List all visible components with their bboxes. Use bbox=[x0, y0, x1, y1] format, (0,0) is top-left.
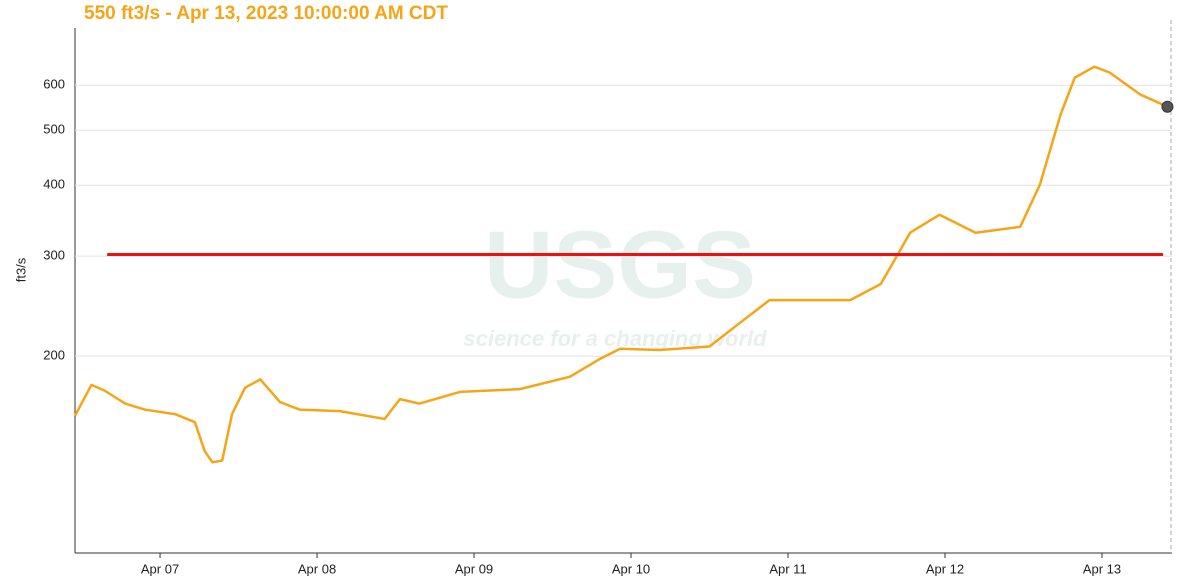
x-tick-label: Apr 08 bbox=[298, 561, 336, 576]
x-tick-label: Apr 09 bbox=[455, 561, 493, 576]
x-tick-label: Apr 11 bbox=[769, 561, 806, 576]
x-tick-label: Apr 07 bbox=[141, 561, 179, 576]
watermark-logo: USGS bbox=[484, 211, 756, 318]
y-tick-label: 300 bbox=[43, 248, 65, 263]
chart-title: 550 ft3/s - Apr 13, 2023 10:00:00 AM CDT bbox=[84, 3, 448, 24]
y-tick-label: 500 bbox=[43, 122, 65, 137]
y-tick-label: 600 bbox=[43, 77, 65, 92]
watermark-tagline: science for a changing world bbox=[463, 326, 767, 351]
y-axis-label: ft3/s bbox=[13, 257, 28, 282]
x-tick-label: Apr 10 bbox=[612, 561, 650, 576]
x-tick-label: Apr 13 bbox=[1083, 561, 1121, 576]
y-tick-label: 200 bbox=[43, 348, 65, 363]
x-tick-label: Apr 12 bbox=[926, 561, 964, 576]
y-tick-label: 400 bbox=[43, 177, 65, 192]
current-point bbox=[1161, 100, 1174, 113]
data-line bbox=[73, 65, 1168, 464]
